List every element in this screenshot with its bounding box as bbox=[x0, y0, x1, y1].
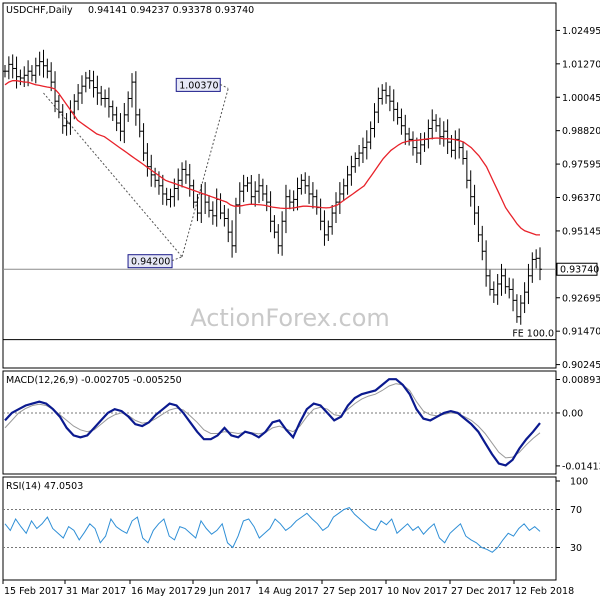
macd-panel: MACD(12,26,9) -0.002705 -0.005250 0.0089… bbox=[3, 375, 600, 472]
x-axis: 15 Feb 2017 31 Mar 2017 16 May 2017 29 Jun … bbox=[2, 580, 574, 597]
price-y-tick-label: 0.97595 bbox=[562, 160, 600, 171]
rsi-y-tick-label: 70 bbox=[570, 505, 582, 516]
panel-frames bbox=[2, 2, 557, 581]
macd-y-tick-label: 0.008934 bbox=[562, 375, 600, 386]
watermark: ActionForex.com bbox=[190, 304, 390, 332]
annotation-leader bbox=[171, 256, 183, 262]
rsi-y-tick-label: 100 bbox=[570, 477, 588, 488]
macd-title: MACD(12,26,9) -0.002705 -0.005250 bbox=[6, 375, 182, 386]
price-panel-frame bbox=[2, 2, 557, 369]
rsi-y-tick-label: 30 bbox=[570, 543, 582, 554]
price-y-tick-label: 0.96370 bbox=[562, 193, 600, 204]
trendline bbox=[181, 88, 229, 257]
price-y-tick-label: 0.92695 bbox=[562, 293, 600, 304]
price-y-tick-label: 0.90245 bbox=[562, 360, 600, 371]
price-drawing: 1.02495 1.01270 1.00045 0.98820 0.97595 0.963… bbox=[3, 26, 600, 371]
x-tick-label: 15 Feb 2017 bbox=[4, 586, 63, 597]
price-panel: USDCHF,Daily 0.94141 0.94237 0.93378 0.9… bbox=[6, 5, 390, 332]
current-price-box bbox=[556, 262, 598, 276]
x-tick-label: 14 Aug 2017 bbox=[258, 586, 319, 597]
x-tick-label: 16 May 2017 bbox=[131, 586, 193, 597]
rsi-title: RSI(14) 47.0503 bbox=[6, 481, 83, 492]
macd-signal-line bbox=[4, 383, 541, 459]
macd-panel-frame bbox=[2, 370, 557, 475]
price-y-tick-label: 0.98820 bbox=[562, 126, 600, 137]
price-y-tick-label: 1.02495 bbox=[562, 26, 600, 37]
price-y-tick-label: 0.91470 bbox=[562, 327, 600, 338]
chart-ohlc-label: 0.94141 0.94237 0.93378 0.93740 bbox=[88, 5, 254, 16]
annotation-label: 1.00370 bbox=[179, 80, 218, 91]
annotation-box bbox=[127, 254, 173, 269]
x-tick-label: 27 Dec 2017 bbox=[451, 586, 512, 597]
moving-average-line bbox=[4, 80, 540, 236]
x-tick-label: 10 Nov 2017 bbox=[387, 586, 448, 597]
macd-line bbox=[4, 378, 541, 467]
annotation-leader bbox=[220, 83, 229, 89]
price-y-tick-label: 1.01270 bbox=[562, 59, 600, 70]
price-y-tick-label: 1.00045 bbox=[562, 93, 600, 104]
x-tick-label: 12 Feb 2018 bbox=[515, 586, 574, 597]
x-tick-label: 29 Jun 2017 bbox=[194, 586, 251, 597]
x-tick-label: 27 Sep 2017 bbox=[323, 586, 383, 597]
x-tick-label: 31 Mar 2017 bbox=[66, 586, 126, 597]
macd-y-tick-label: 0.00 bbox=[562, 408, 583, 419]
annotation-label: 0.94200 bbox=[131, 257, 170, 268]
rsi-line bbox=[4, 507, 541, 553]
chart-symbol-label: USDCHF,Daily bbox=[6, 5, 73, 16]
price-y-tick-label: 0.95145 bbox=[562, 226, 600, 237]
macd-y-tick-label: -0.014136 bbox=[562, 461, 600, 472]
fe-level-label: FE 100.0 bbox=[512, 329, 554, 340]
current-price-label: 0.93740 bbox=[560, 265, 599, 276]
rsi-panel-frame bbox=[2, 476, 557, 581]
rsi-panel: RSI(14) 47.0503 100 70 30 bbox=[3, 477, 588, 554]
